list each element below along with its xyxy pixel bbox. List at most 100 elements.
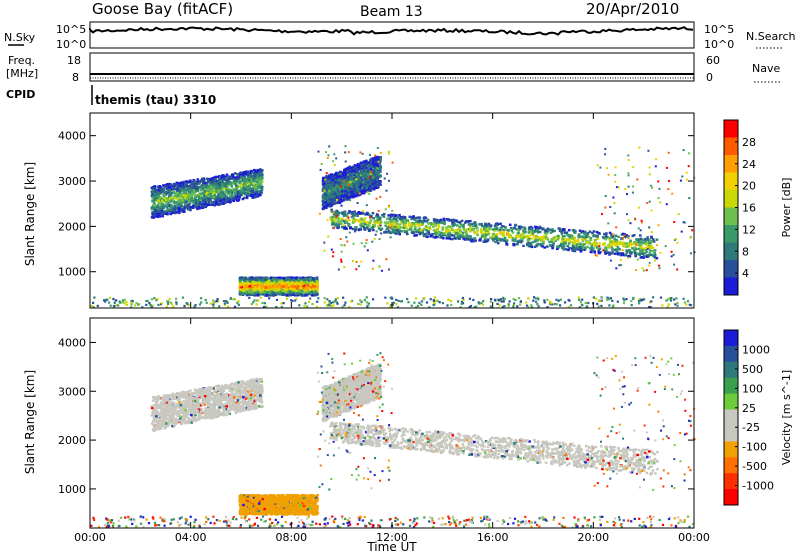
data-cell <box>232 182 235 185</box>
data-cell <box>177 182 181 185</box>
data-cell <box>336 213 340 217</box>
data-cell <box>410 304 413 307</box>
data-cell <box>359 220 362 224</box>
data-cell <box>247 170 250 173</box>
data-cell <box>420 303 423 306</box>
data-cell <box>248 179 251 182</box>
data-cell <box>675 297 678 300</box>
data-cell <box>561 246 564 249</box>
data-cell <box>578 306 581 309</box>
data-cell <box>218 193 221 196</box>
data-cell <box>621 232 625 236</box>
data-cell <box>646 236 649 239</box>
data-cell <box>219 194 223 198</box>
data-cell <box>560 244 563 247</box>
data-cell <box>445 237 449 240</box>
data-cell <box>258 276 261 279</box>
data-cell <box>238 185 241 188</box>
data-cell <box>212 301 215 304</box>
data-cell <box>487 230 490 233</box>
data-cell <box>155 197 158 200</box>
data-cell <box>644 249 648 252</box>
data-cell <box>633 252 637 255</box>
data-cell <box>155 205 159 209</box>
data-cell <box>255 281 258 284</box>
data-cell <box>195 180 199 184</box>
data-cell <box>253 289 257 292</box>
data-cell <box>478 239 481 242</box>
data-cell <box>544 237 548 240</box>
data-cell <box>117 304 120 307</box>
data-cell <box>262 291 266 295</box>
data-cell <box>355 218 358 222</box>
data-cell <box>152 189 156 192</box>
data-cell <box>220 176 224 180</box>
data-cell <box>162 204 165 208</box>
data-cell <box>232 298 235 301</box>
data-cell <box>407 221 411 224</box>
data-cell <box>461 296 464 300</box>
data-cell <box>304 287 307 291</box>
data-cell <box>217 184 221 187</box>
data-cell <box>605 249 608 252</box>
data-cell <box>149 303 152 306</box>
data-cell <box>176 187 180 190</box>
data-cell <box>260 191 263 194</box>
data-cell <box>245 170 249 173</box>
data-cell <box>235 194 239 198</box>
data-cell <box>415 221 418 224</box>
data-cell <box>195 184 198 187</box>
data-cell <box>466 220 470 223</box>
data-cell <box>544 236 548 239</box>
data-cell <box>395 219 399 223</box>
data-cell <box>284 290 287 294</box>
data-cell <box>178 185 181 188</box>
data-cell <box>372 217 375 220</box>
data-cell <box>294 292 298 295</box>
data-cell <box>365 301 369 304</box>
data-cell <box>601 236 605 239</box>
data-cell <box>573 231 577 234</box>
data-cell <box>188 180 192 183</box>
data-cell <box>480 224 484 228</box>
data-cell <box>554 303 557 306</box>
data-cell <box>639 240 643 244</box>
data-cell <box>609 297 612 300</box>
data-cell <box>225 175 229 178</box>
data-cell <box>581 239 585 243</box>
data-cell <box>231 175 235 178</box>
data-cell <box>184 192 187 195</box>
data-cell <box>614 240 618 243</box>
data-cell <box>334 223 337 227</box>
data-cell <box>674 303 677 306</box>
data-cell <box>391 220 394 223</box>
data-cell <box>260 185 263 188</box>
data-cell <box>211 203 215 206</box>
data-cell <box>563 231 567 235</box>
data-cell <box>304 302 307 305</box>
data-cell <box>623 299 626 302</box>
data-cell <box>138 303 141 306</box>
data-cell <box>251 196 254 199</box>
data-cell <box>632 234 636 237</box>
data-cell <box>261 289 264 292</box>
data-cell <box>156 212 160 215</box>
data-cell <box>649 301 652 304</box>
data-cell <box>225 173 229 176</box>
data-cell <box>676 304 679 307</box>
data-cell <box>185 198 189 201</box>
data-cell <box>156 185 160 188</box>
freq-label-1: Freq. <box>8 54 35 67</box>
data-cell <box>190 196 193 200</box>
data-cell <box>398 214 401 217</box>
data-cell <box>556 303 559 306</box>
data-cell <box>485 228 488 231</box>
data-cell <box>640 252 644 255</box>
data-cell <box>223 184 226 187</box>
data-cell <box>311 294 315 297</box>
data-cell <box>234 176 237 179</box>
data-cell <box>371 227 375 230</box>
data-cell <box>564 248 568 251</box>
data-cell <box>257 299 260 302</box>
data-cell <box>594 297 597 300</box>
